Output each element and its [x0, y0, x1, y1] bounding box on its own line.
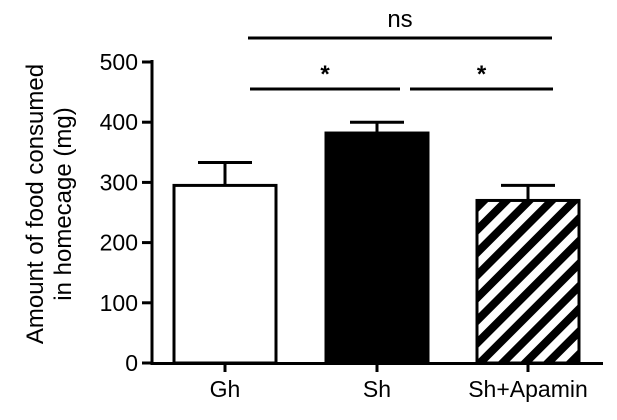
significance-label-3: *: [477, 61, 487, 88]
y-tick-label-300: 300: [100, 169, 138, 195]
bar-sh: [324, 131, 430, 365]
x-category-label-gh: Gh: [210, 376, 241, 402]
y-axis-title-line-1: Amount of food consumed: [22, 64, 49, 344]
x-axis-categories: Gh Sh Sh+Apamin: [210, 363, 588, 402]
significance-label-1: ns: [387, 6, 412, 33]
y-tick-label-500: 500: [100, 49, 138, 75]
significance-label-2: *: [320, 61, 330, 88]
y-tick-label-200: 200: [100, 230, 138, 256]
bars: [172, 131, 581, 365]
y-axis-title-line-2: in homecage (mg): [50, 107, 77, 300]
y-tick-label-0: 0: [125, 350, 138, 376]
bar-sh-apamin: [475, 198, 581, 365]
x-category-label-sh-apamin: Sh+Apamin: [468, 376, 588, 402]
significance-annotations: ns * *: [248, 6, 553, 91]
error-bars: [198, 120, 555, 201]
y-axis-title: Amount of food consumed in homecage (mg): [22, 64, 77, 344]
y-axis-ticks: 0 100 200 300 400 500: [100, 49, 152, 376]
x-category-label-sh: Sh: [363, 376, 391, 402]
y-tick-label-400: 400: [100, 109, 138, 135]
bar-gh: [172, 183, 278, 365]
y-tick-label-100: 100: [100, 290, 138, 316]
